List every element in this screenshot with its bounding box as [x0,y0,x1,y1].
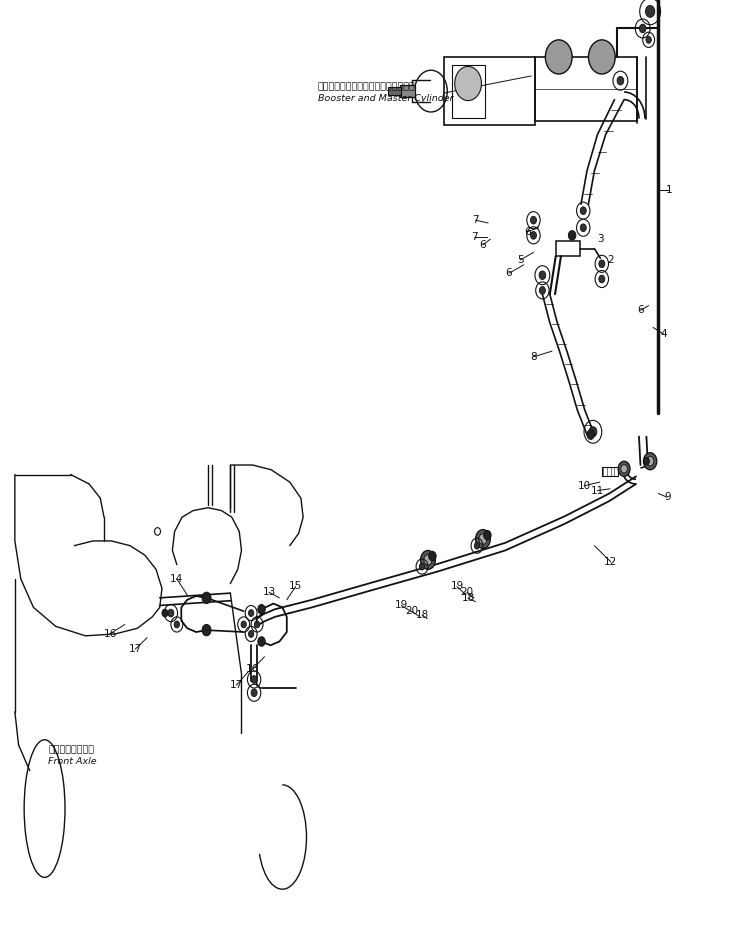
Bar [400,85,415,97]
Circle shape [646,36,652,44]
Circle shape [248,609,254,617]
Text: 17: 17 [129,644,142,654]
Text: 3: 3 [597,234,603,244]
Text: 6: 6 [525,227,531,236]
Text: 4: 4 [661,329,666,339]
Circle shape [251,689,257,697]
Bar [556,241,580,256]
Text: 5: 5 [517,255,523,265]
Circle shape [484,530,491,540]
Circle shape [539,287,545,294]
Text: 6: 6 [480,240,486,250]
Circle shape [168,609,174,617]
Circle shape [599,260,605,268]
Circle shape [251,676,257,683]
Circle shape [545,40,572,74]
Circle shape [618,461,630,476]
Circle shape [202,592,211,604]
Circle shape [617,76,623,85]
Circle shape [643,453,657,470]
Circle shape [162,609,168,617]
Circle shape [646,6,655,17]
Circle shape [580,224,586,232]
Circle shape [531,216,536,224]
Text: 15: 15 [289,582,302,591]
Bar [388,87,401,95]
Circle shape [248,630,254,638]
Text: 10: 10 [577,481,591,491]
Circle shape [568,231,576,240]
Circle shape [202,624,211,636]
Circle shape [621,465,627,473]
Text: 20: 20 [460,587,473,597]
Circle shape [539,271,545,280]
Text: 14: 14 [170,574,184,584]
Text: 13: 13 [262,587,276,597]
Circle shape [455,66,481,101]
Text: 16: 16 [103,629,117,639]
Circle shape [531,232,536,239]
Text: Booster and Master Cylinder: Booster and Master Cylinder [318,94,453,103]
Circle shape [643,457,649,465]
Bar [602,467,618,476]
Text: 16: 16 [246,664,259,674]
Circle shape [646,456,654,466]
Circle shape [599,275,605,283]
Text: 17: 17 [230,680,243,690]
Circle shape [476,530,490,549]
Text: 18: 18 [461,593,475,603]
Circle shape [478,533,487,545]
Text: 12: 12 [604,557,617,567]
Circle shape [254,621,260,628]
Text: 20: 20 [405,606,418,616]
Text: 7: 7 [473,215,478,225]
Circle shape [587,430,594,439]
Circle shape [258,637,265,646]
Text: 7: 7 [471,233,477,242]
Text: フロントアクスル: フロントアクスル [48,745,94,754]
Text: 9: 9 [664,493,670,502]
Text: 19: 19 [395,601,408,610]
Circle shape [241,621,247,628]
Text: Front Axle: Front Axle [48,756,97,766]
Circle shape [424,554,432,566]
Circle shape [474,542,480,549]
Circle shape [640,25,646,33]
Text: 19: 19 [450,582,464,591]
Circle shape [258,605,265,614]
Circle shape [421,550,435,569]
Bar [444,57,535,125]
Circle shape [174,621,180,628]
Bar [535,57,637,121]
Circle shape [429,551,436,561]
Circle shape [419,563,425,570]
Text: 6: 6 [506,269,512,278]
Text: 8: 8 [531,352,536,362]
Text: 6: 6 [637,306,643,315]
Circle shape [589,427,597,437]
Text: ブースタ　および　マスタ　シリンダ: ブースタ および マスタ シリンダ [318,83,416,92]
Text: 11: 11 [591,486,604,495]
Text: 18: 18 [415,610,429,620]
Circle shape [588,40,615,74]
Text: 1: 1 [666,185,672,195]
Circle shape [580,207,586,214]
Bar [452,65,485,118]
Text: 2: 2 [608,255,614,265]
